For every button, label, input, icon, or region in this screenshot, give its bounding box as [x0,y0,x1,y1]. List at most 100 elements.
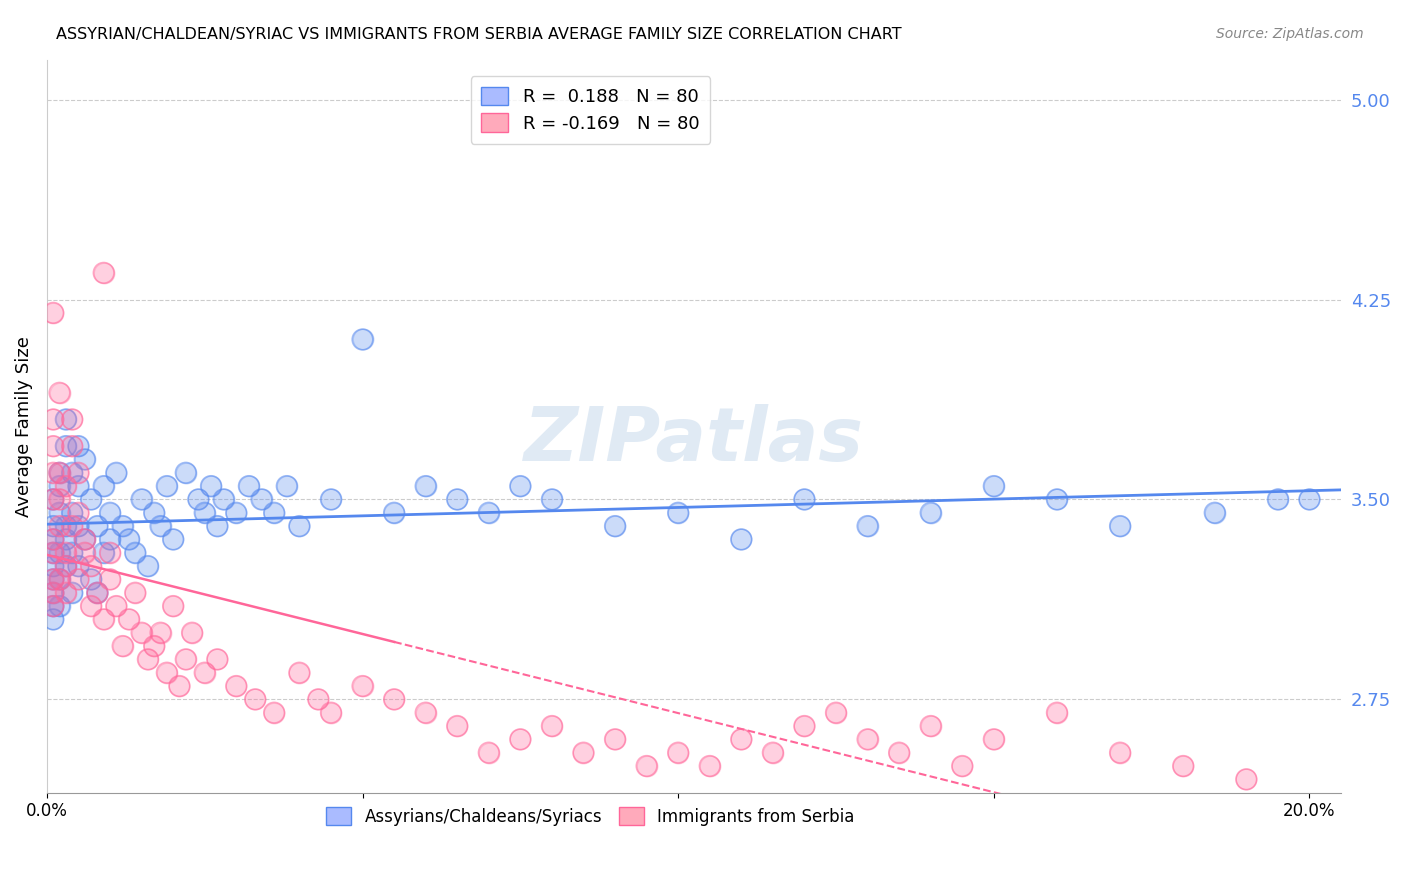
Point [73,533,96,547]
Point [1204,506,1226,520]
Point [42,492,65,507]
Point [207,519,229,533]
Point [42,599,65,613]
Point [131,625,153,640]
Point [382,506,405,520]
Point [1109,746,1132,760]
Point [666,746,689,760]
Point [98,533,121,547]
Point [194,506,217,520]
Point [187,492,209,507]
Point [60,546,83,560]
Point [80,599,103,613]
Point [42,573,65,587]
Point [207,652,229,666]
Point [149,519,172,533]
Point [60,412,83,426]
Point [111,519,134,533]
Point [93,612,115,626]
Point [307,692,329,706]
Point [143,506,166,520]
Point [541,719,564,733]
Point [48,466,70,480]
Point [42,306,65,320]
Point [162,599,184,613]
Point [288,519,311,533]
Point [48,546,70,560]
Point [730,732,752,747]
Point [48,385,70,400]
Point [42,466,65,480]
Point [162,599,184,613]
Point [136,652,159,666]
Point [730,732,752,747]
Point [1298,492,1320,507]
Point [55,546,77,560]
Point [825,706,848,720]
Point [42,533,65,547]
Point [156,479,179,493]
Point [93,479,115,493]
Point [73,452,96,467]
Point [48,519,70,533]
Point [98,573,121,587]
Point [48,466,70,480]
Point [920,506,942,520]
Point [136,559,159,574]
Point [60,506,83,520]
Point [67,506,90,520]
Point [86,519,108,533]
Point [983,479,1005,493]
Point [93,479,115,493]
Point [67,506,90,520]
Point [276,479,298,493]
Point [1046,492,1069,507]
Legend: Assyrians/Chaldeans/Syriacs, Immigrants from Serbia: Assyrians/Chaldeans/Syriacs, Immigrants … [316,797,865,836]
Point [67,559,90,574]
Point [111,639,134,653]
Point [174,466,197,480]
Point [225,506,247,520]
Point [55,533,77,547]
Point [60,506,83,520]
Point [73,533,96,547]
Point [86,585,108,599]
Point [887,746,910,760]
Point [48,492,70,507]
Point [143,639,166,653]
Point [382,506,405,520]
Point [67,559,90,574]
Point [60,439,83,453]
Point [48,546,70,560]
Point [181,625,204,640]
Point [856,519,879,533]
Point [825,706,848,720]
Point [603,519,626,533]
Point [856,732,879,747]
Point [60,519,83,533]
Point [80,492,103,507]
Point [55,546,77,560]
Point [60,466,83,480]
Point [1234,772,1257,787]
Point [42,612,65,626]
Point [105,599,128,613]
Point [67,519,90,533]
Point [983,732,1005,747]
Point [48,599,70,613]
Point [48,599,70,613]
Point [319,492,342,507]
Point [730,533,752,547]
Point [55,439,77,453]
Point [67,479,90,493]
Point [352,679,374,693]
Point [42,546,65,560]
Point [80,573,103,587]
Point [352,333,374,347]
Point [55,559,77,574]
Point [149,625,172,640]
Point [194,665,217,680]
Point [42,439,65,453]
Point [67,573,90,587]
Point [174,652,197,666]
